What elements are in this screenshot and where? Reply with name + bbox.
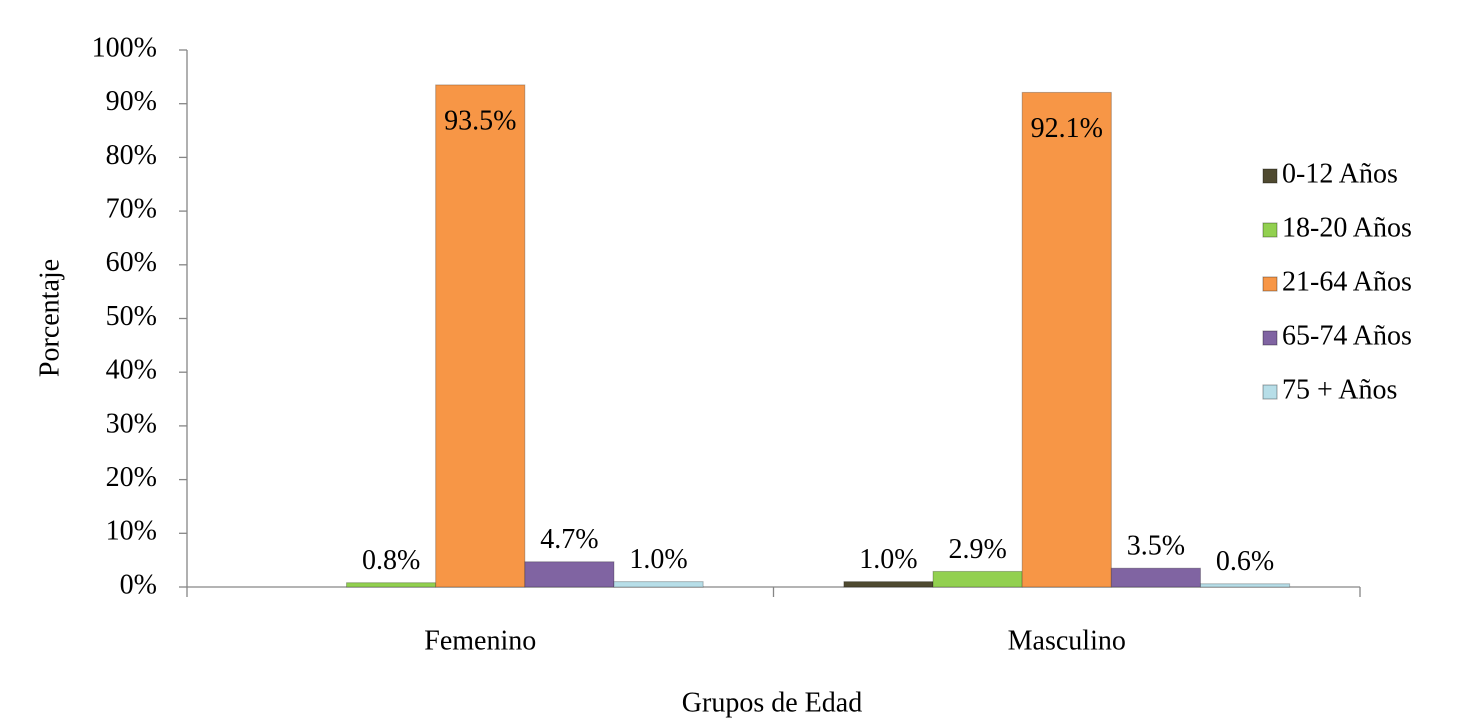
x-tick-label: Masculino xyxy=(1008,625,1126,656)
legend-label: 75 + Años xyxy=(1282,374,1397,405)
value-label: 0.8% xyxy=(362,545,420,576)
value-label: 92.1% xyxy=(1031,113,1103,144)
y-tick-label: 60% xyxy=(106,247,157,278)
legend-label: 0-12 Años xyxy=(1282,158,1398,189)
bar xyxy=(613,581,704,588)
value-label: 3.5% xyxy=(1127,531,1185,562)
y-tick-label: 70% xyxy=(106,194,157,225)
value-label: 0.6% xyxy=(1216,546,1274,577)
value-label: 1.0% xyxy=(629,544,687,575)
bar xyxy=(346,582,437,588)
bar xyxy=(524,561,615,588)
legend-swatch xyxy=(1262,330,1278,346)
legend-swatch xyxy=(1262,276,1278,292)
y-tick-label: 0% xyxy=(120,569,157,600)
legend-swatch xyxy=(1262,168,1278,184)
y-tick-label: 100% xyxy=(92,32,157,63)
bar xyxy=(1021,91,1112,588)
y-tick-label: 10% xyxy=(106,516,157,547)
y-tick-label: 30% xyxy=(106,408,157,439)
value-label: 2.9% xyxy=(948,534,1006,565)
bar xyxy=(1110,567,1201,588)
value-label: 1.0% xyxy=(859,544,917,575)
legend-label: 65-74 Años xyxy=(1282,320,1412,351)
y-tick-label: 40% xyxy=(106,355,157,386)
bar xyxy=(1199,583,1291,588)
y-tick-label: 90% xyxy=(106,86,157,117)
bar xyxy=(932,570,1023,588)
y-tick-label: 20% xyxy=(106,462,157,493)
y-tick-label: 80% xyxy=(106,140,157,171)
x-tick-label: Femenino xyxy=(424,625,536,656)
y-tick-label: 50% xyxy=(106,301,157,332)
bar xyxy=(435,84,526,588)
bar xyxy=(843,581,934,588)
value-label: 4.7% xyxy=(540,524,598,555)
value-label: 93.5% xyxy=(444,105,516,136)
legend-label: 18-20 Años xyxy=(1282,212,1412,243)
legend-swatch xyxy=(1262,384,1278,400)
legend-swatch xyxy=(1262,222,1278,238)
x-axis-title: Grupos de Edad xyxy=(682,687,862,718)
legend-label: 21-64 Años xyxy=(1282,266,1412,297)
y-axis-title: Porcentaje xyxy=(34,259,65,377)
